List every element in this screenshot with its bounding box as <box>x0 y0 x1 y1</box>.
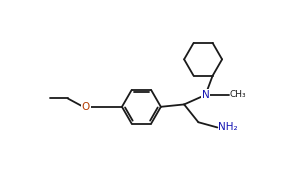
Text: NH₂: NH₂ <box>218 122 238 133</box>
Text: N: N <box>202 90 209 100</box>
Text: O: O <box>81 102 90 112</box>
Text: CH₃: CH₃ <box>230 90 247 99</box>
